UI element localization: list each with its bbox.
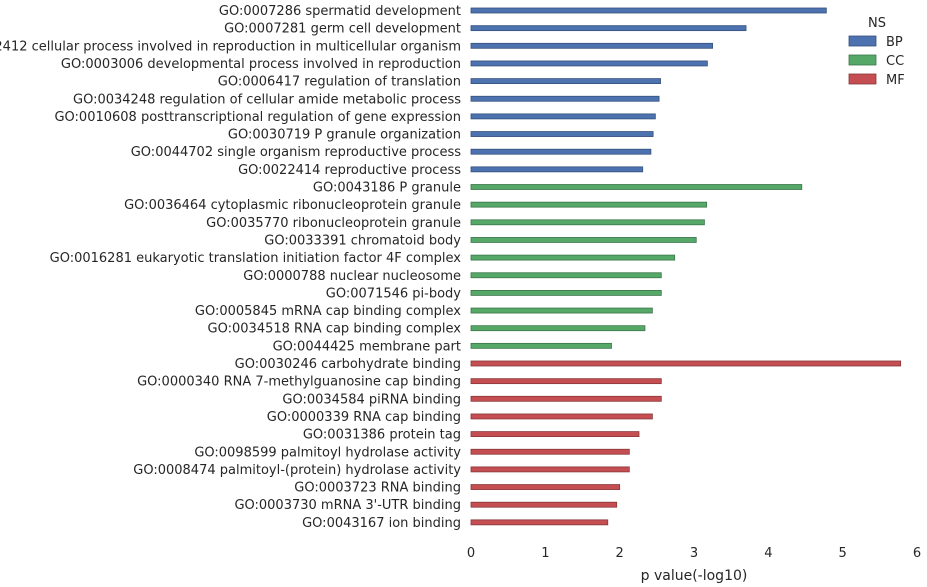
category-label: GO:0044702 single organism reproductive … <box>131 145 461 160</box>
category-label: GO:0034248 regulation of cellular amide … <box>73 92 461 107</box>
bar-bp <box>470 95 660 102</box>
bar-bp <box>470 166 644 173</box>
bar-bp <box>470 25 747 32</box>
category-label: GO:0003730 mRNA 3'-UTR binding <box>234 498 461 513</box>
category-label: GO:0003723 RNA binding <box>294 481 461 496</box>
bar-mf <box>470 360 902 367</box>
bar-mf <box>470 501 618 508</box>
bar-mf <box>470 413 653 420</box>
bar-bp <box>470 148 652 155</box>
bar-bp <box>470 131 654 137</box>
bar-cc <box>470 201 708 208</box>
bar-mf <box>470 484 621 490</box>
category-label: GO:0000340 RNA 7-methylguanosine cap bin… <box>137 375 461 390</box>
legend-label-mf: MF <box>886 73 905 88</box>
category-label: GO:0000788 nuclear nucleosome <box>243 269 461 284</box>
legend-title: NS <box>868 16 886 31</box>
category-label: GO:0098599 palmitoyl hydrolase activity <box>194 445 461 460</box>
category-label: GO:0031386 protein tag <box>303 428 461 443</box>
category-label: GO:0034584 piRNA binding <box>282 392 461 407</box>
bar-cc <box>470 184 803 190</box>
bar-bp <box>470 42 713 49</box>
bar-cc <box>470 342 612 349</box>
bar-cc <box>470 254 676 261</box>
category-label: GO:0030246 carbohydrate binding <box>235 357 461 372</box>
bars <box>470 7 902 526</box>
bar-mf <box>470 431 640 438</box>
category-label: GO:0043186 P granule <box>313 181 461 196</box>
legend-label-bp: BP <box>886 35 903 50</box>
x-tick-label: 1 <box>541 546 549 561</box>
x-tick-label: 6 <box>913 546 921 561</box>
legend: NS BP CC MF <box>848 16 905 88</box>
x-axis-label: p value(-log10) <box>641 568 748 584</box>
bar-cc <box>470 272 662 279</box>
category-label: GO:0000339 RNA cap binding <box>267 410 461 425</box>
bar-mf <box>470 378 662 385</box>
category-label: GO:0006417 regulation of translation <box>218 75 461 90</box>
bar-cc <box>470 289 662 296</box>
bar-mf <box>470 395 662 402</box>
category-label: GO:0035770 ribonucleoprotein granule <box>206 216 461 231</box>
x-tick-label: 5 <box>839 546 847 561</box>
x-tick-label: 2 <box>616 546 624 561</box>
bar-cc <box>470 237 697 243</box>
category-label: GO:0044425 membrane part <box>273 339 461 354</box>
bar-cc <box>470 307 653 314</box>
x-tick-label: 3 <box>690 546 698 561</box>
bar-mf <box>470 448 630 455</box>
bar-mf <box>470 466 630 473</box>
category-label: GO:0034518 RNA cap binding complex <box>208 322 462 337</box>
legend-swatch-mf <box>848 73 877 85</box>
category-label: GO:0005845 mRNA cap binding complex <box>195 304 461 319</box>
category-label: GO:0010608 posttranscriptional regulatio… <box>54 110 461 125</box>
category-label: GO:0030719 P granule organization <box>228 128 461 143</box>
legend-swatch-bp <box>848 35 877 47</box>
bar-cc <box>470 219 705 226</box>
legend-label-cc: CC <box>886 54 904 69</box>
category-labels: GO:0007286 spermatid development GO:00072… <box>0 4 461 531</box>
category-label: GO:0033391 chromatoid body <box>264 233 461 248</box>
legend-swatch-cc <box>848 54 877 66</box>
bar-bp <box>470 7 827 14</box>
category-label: GO:0043167 ion binding <box>302 516 461 531</box>
category-label: GO:0008474 palmitoyl-(protein) hydrolase… <box>133 463 461 478</box>
bar-bp <box>470 78 661 84</box>
bar-bp <box>470 60 708 67</box>
category-label: GO:0036464 cytoplasmic ribonucleoprotein… <box>124 198 461 213</box>
bar-mf <box>470 519 609 526</box>
category-label: GO:0016281 eukaryotic translation initia… <box>50 251 462 266</box>
category-label: GO:0022414 reproductive process <box>238 163 461 178</box>
x-tick-label: 0 <box>467 546 475 561</box>
x-tick-label: 4 <box>764 546 772 561</box>
category-label: GO:0071546 pi-body <box>326 286 461 301</box>
bar-cc <box>470 325 646 332</box>
bar-bp <box>470 113 656 120</box>
category-label: GO:0022412 cellular process involved in … <box>0 39 461 54</box>
x-axis: 0 1 2 3 4 5 6 <box>467 546 921 561</box>
category-label: GO:0007281 germ cell development <box>224 22 461 37</box>
category-label: GO:0003006 developmental process involve… <box>61 57 461 72</box>
category-label: GO:0007286 spermatid development <box>219 4 461 19</box>
